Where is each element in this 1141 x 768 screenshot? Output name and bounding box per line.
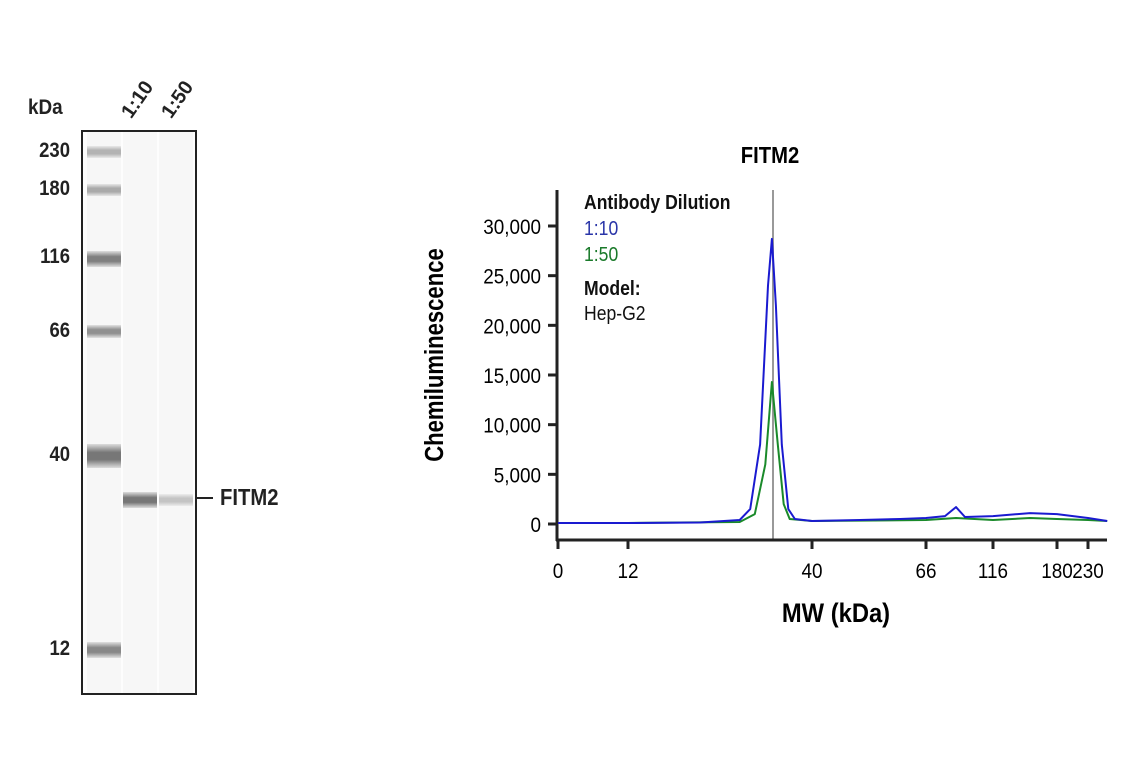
blot-unit-label: kDa (28, 96, 63, 119)
x-tick-label: 40 (801, 560, 822, 583)
y-tick-label: 5,000 (494, 464, 541, 487)
marker-label-116: 116 (40, 245, 70, 268)
series-line-1-10 (558, 237, 1108, 524)
y-tick-label: 15,000 (483, 365, 541, 388)
marker-label-66: 66 (49, 319, 70, 342)
fitm2-pointer-line (197, 497, 213, 499)
marker-label-180: 180 (39, 177, 70, 200)
x-axis-label: MW (kDa) (782, 599, 890, 629)
x-tick-label: 116 (978, 560, 1008, 583)
y-tick-label: 30,000 (483, 216, 541, 239)
ladder-band-180 (87, 184, 121, 196)
ladder-band-40 (87, 444, 121, 468)
x-tick-label: 12 (617, 560, 638, 583)
ladder-band-66 (87, 325, 121, 338)
x-tick-label: 66 (915, 560, 936, 583)
blot-image (81, 130, 197, 695)
y-axis-label: Chemiluminescence (420, 248, 449, 462)
chart-title: FITM2 (741, 142, 799, 169)
legend-model-value: Hep-G2 (584, 302, 646, 324)
fitm2-band-1 (123, 492, 157, 508)
marker-label-230: 230 (39, 139, 70, 162)
marker-label-12: 12 (49, 637, 70, 660)
ladder-band-12 (87, 642, 121, 658)
legend-item-1-10: 1:10 (584, 217, 618, 239)
y-tick-label: 20,000 (483, 315, 541, 338)
y-tick-label: 25,000 (483, 266, 541, 289)
ladder-band-230 (87, 146, 121, 158)
ladder-band-116 (87, 251, 121, 267)
series-line-1-50 (558, 381, 1108, 524)
legend-title: Antibody Dilution (584, 191, 731, 213)
x-tick-label: 180 (1041, 560, 1073, 583)
x-tick-label: 230 (1072, 560, 1104, 583)
y-tick-label: 0 (530, 514, 541, 537)
y-tick-label: 10,000 (483, 415, 541, 438)
legend-item-1-50: 1:50 (584, 243, 618, 265)
x-tick-label: 0 (553, 560, 564, 583)
ladder-lane (87, 132, 121, 693)
marker-label-40: 40 (49, 443, 70, 466)
sample-lane-1 (123, 132, 157, 693)
legend-model-label: Model: (584, 277, 641, 299)
sample-lane-2 (159, 132, 193, 693)
fitm2-blot-label: FITM2 (220, 484, 279, 510)
fitm2-band-2 (159, 494, 193, 506)
